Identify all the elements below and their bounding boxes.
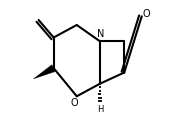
Text: O: O xyxy=(142,9,150,19)
Text: N: N xyxy=(97,29,104,39)
Text: O: O xyxy=(70,98,78,108)
Text: H: H xyxy=(97,105,103,114)
Polygon shape xyxy=(34,65,55,79)
